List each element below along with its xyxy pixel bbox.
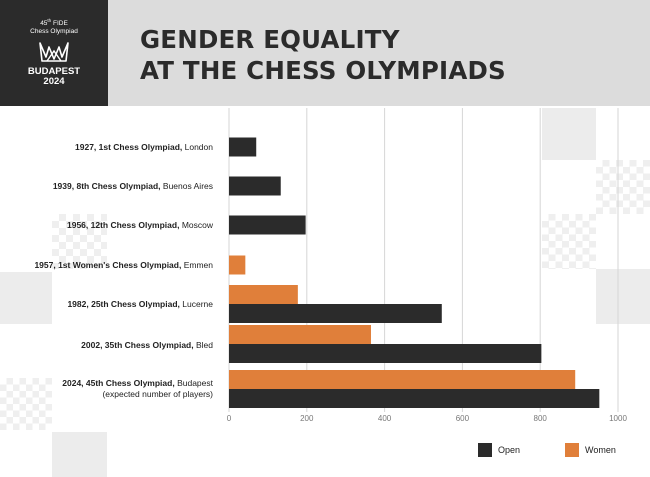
legend-label-open: Open xyxy=(498,445,521,455)
bar-women xyxy=(229,285,298,304)
x-tick-label: 800 xyxy=(534,414,548,423)
deco-square xyxy=(596,269,650,324)
category-label: 1956, 12th Chess Olympiad, Moscow xyxy=(67,220,213,230)
bar-open xyxy=(229,137,257,157)
x-tick-label: 200 xyxy=(300,414,314,423)
deco-square xyxy=(0,378,52,430)
logo-city: BUDAPEST xyxy=(27,66,81,77)
bar-women xyxy=(229,255,246,275)
category-label: 1982, 25th Chess Olympiad, Lucerne xyxy=(67,299,213,309)
deco-square xyxy=(0,272,52,324)
logo-edition: 45th FIDE Chess Olympiad xyxy=(30,18,78,36)
bar-open xyxy=(229,176,281,196)
x-tick-label: 400 xyxy=(378,414,392,423)
legend-swatch-open xyxy=(478,443,492,457)
bar-open xyxy=(229,304,442,323)
category-label: 2024, 45th Chess Olympiad, Budapest (expe… xyxy=(62,378,213,399)
olympiad-logo: 45th FIDE Chess Olympiad BUDAPEST 2024 xyxy=(0,0,108,106)
bar-women xyxy=(229,325,371,344)
category-label: 1939, 8th Chess Olympiad, Buenos Aires xyxy=(52,181,213,191)
crown-icon xyxy=(39,42,69,62)
header-band xyxy=(0,0,650,106)
x-tick-label: 0 xyxy=(227,414,232,423)
deco-square xyxy=(596,160,650,214)
bar-open xyxy=(229,389,600,408)
deco-square xyxy=(542,108,596,160)
x-tick-label: 1000 xyxy=(609,414,627,423)
deco-square xyxy=(52,214,107,269)
category-label: 1927, 1st Chess Olympiad, London xyxy=(75,142,213,152)
category-label: 2002, 35th Chess Olympiad, Bled xyxy=(81,340,213,350)
logo-year: 2024 xyxy=(43,76,65,87)
deco-square xyxy=(52,432,107,477)
deco-square xyxy=(542,214,596,269)
legend-swatch-women xyxy=(565,443,579,457)
x-tick-label: 600 xyxy=(456,414,470,423)
legend-label-women: Women xyxy=(585,445,616,455)
category-label: 1957, 1st Women's Chess Olympiad, Emmen xyxy=(34,260,213,270)
bar-women xyxy=(229,370,576,389)
page-title: GENDER EQUALITY AT THE CHESS OLYMPIADS xyxy=(140,25,506,85)
bar-open xyxy=(229,344,542,363)
bar-open xyxy=(229,215,306,235)
